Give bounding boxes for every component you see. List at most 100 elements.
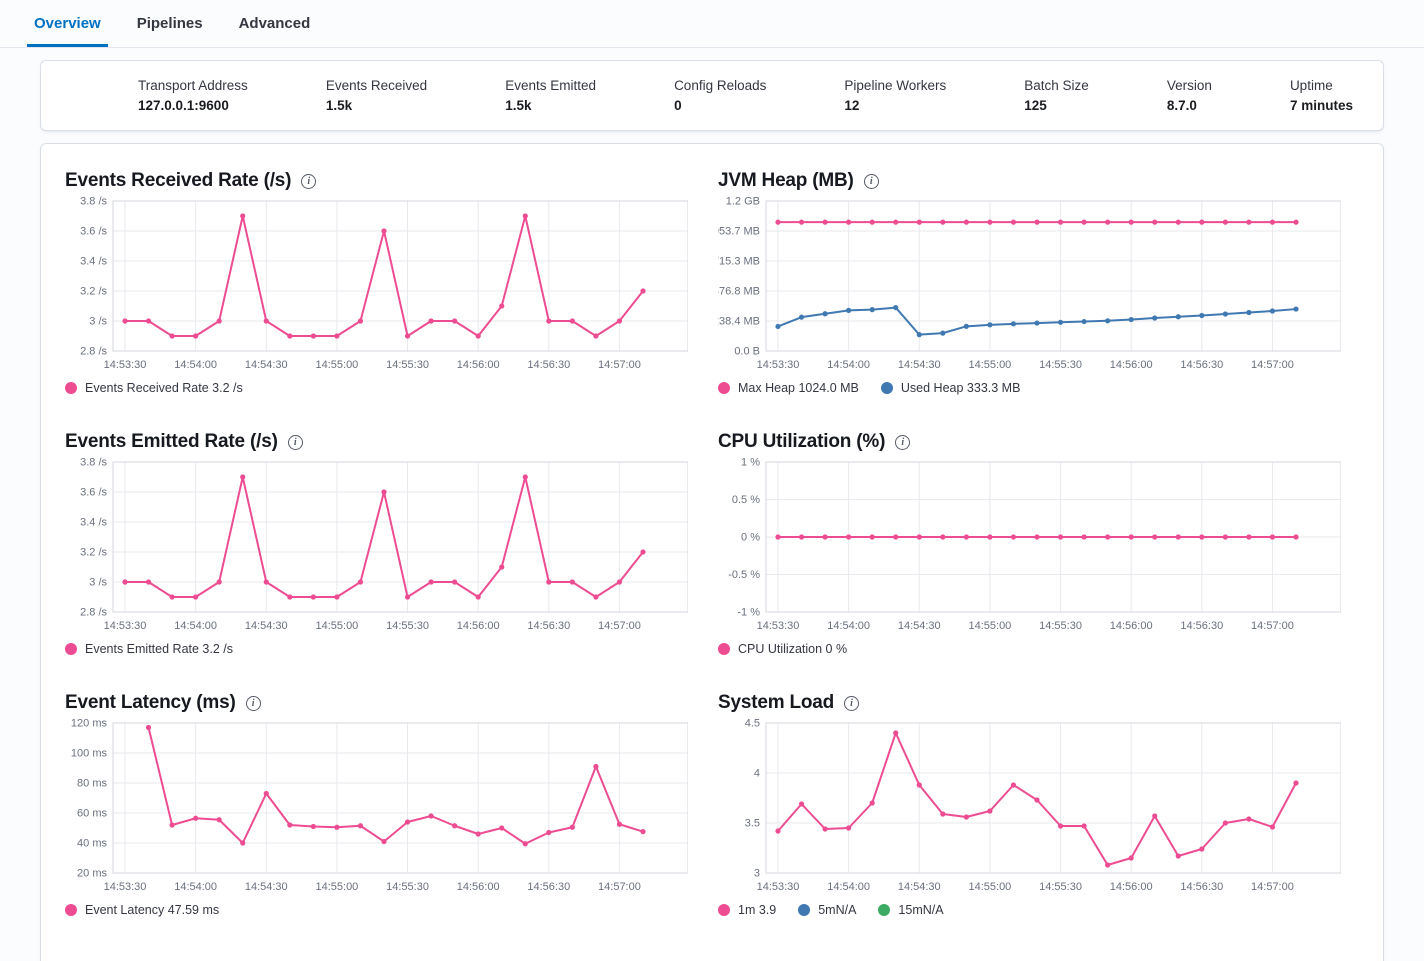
y-axis-tick-label: 3.8 /s [80, 457, 107, 469]
y-axis-tick-label: 3.5 [745, 818, 760, 830]
chart-section-events-received-rate: Events Received Rate (/s) i 2.8 /s 3 /s 3.2… [65, 170, 689, 395]
x-axis-tick-label: 14:57:00 [1251, 881, 1294, 893]
data-point [1293, 306, 1299, 312]
data-point [869, 534, 875, 540]
legend-item[interactable]: 5mN/A [798, 903, 856, 917]
legend-label: Event Latency 47.59 ms [85, 903, 220, 917]
x-axis-tick-label: 14:56:30 [527, 620, 570, 632]
tab-pipelines[interactable]: Pipelines [136, 15, 203, 32]
data-point [987, 219, 993, 225]
tab-overview[interactable]: Overview [27, 0, 108, 47]
data-point [1081, 318, 1087, 325]
x-axis-tick-label: 14:54:30 [245, 620, 288, 632]
chart-legend: CPU Utilization 0 % [718, 642, 1341, 656]
chart-title: Events Received Rate (/s) [65, 170, 292, 191]
legend-item[interactable]: Used Heap 333.3 MB [880, 381, 1020, 395]
data-point [381, 489, 387, 495]
data-point [428, 813, 434, 819]
y-axis-tick-label: 80 ms [77, 778, 107, 790]
data-point [846, 825, 852, 831]
chart-section-system-load: System Load i 3 3.5 4 4.5 14:53:30 14:54:00 14:… [718, 692, 1342, 917]
data-point [428, 579, 434, 585]
series-line-events-received-rate [124, 215, 644, 337]
data-point [593, 333, 599, 339]
data-point [522, 213, 528, 219]
x-axis-tick-label: 14:57:00 [1251, 359, 1294, 371]
x-axis-tick-label: 14:56:30 [527, 359, 570, 371]
legend-item[interactable]: Max Heap 1024.0 MB [718, 381, 859, 395]
line-chart-canvas[interactable]: 2.8 /s 3 /s 3.2 /s 3.4 /s 3.6 /s 3.8 /s 14:53:… [65, 196, 689, 374]
data-point [404, 819, 411, 825]
data-point [1199, 534, 1205, 540]
x-axis-tick-label: 14:55:30 [386, 359, 429, 371]
series-line-events-emitted-rate [124, 476, 644, 598]
data-point [1128, 855, 1134, 861]
legend-color-dot [798, 904, 811, 916]
x-axis-tick-label: 14:55:00 [968, 359, 1011, 371]
data-point [569, 824, 575, 830]
charts-grid: Events Received Rate (/s) i 2.8 /s 3 /s 3.2… [65, 170, 1343, 917]
x-axis-tick-label: 14:57:00 [598, 881, 641, 893]
data-point [1105, 219, 1111, 225]
line-chart-canvas[interactable]: 0.0 B 238.4 MB 476.8 MB 715.3 MB 953.7 MB 1.2… [713, 196, 1342, 374]
data-point [893, 219, 899, 225]
info-icon[interactable]: i [301, 173, 317, 189]
data-point [1199, 219, 1205, 225]
chart-title: JVM Heap (MB) [718, 170, 854, 191]
data-point [640, 549, 646, 555]
legend-item[interactable]: Events Received Rate 3.2 /s [65, 381, 243, 395]
legend-color-dot [880, 382, 893, 394]
data-point [1269, 219, 1276, 225]
chart-legend: Max Heap 1024.0 MB Used Heap 333.3 MB [718, 381, 1341, 395]
data-point [1081, 219, 1087, 225]
data-point [404, 594, 411, 600]
stat-value: 12 [844, 98, 860, 113]
x-axis-tick-label: 14:56:30 [527, 881, 570, 893]
data-point [1057, 319, 1064, 325]
data-point [546, 318, 552, 324]
stat-value: 1.5k [505, 98, 532, 113]
line-chart-canvas[interactable]: 2.8 /s 3 /s 3.2 /s 3.4 /s 3.6 /s 3.8 /s 14:53:… [65, 457, 689, 635]
x-axis-tick-label: 14:54:30 [898, 620, 941, 632]
legend-item[interactable]: 15mN/A [878, 903, 944, 917]
data-point [569, 579, 575, 585]
data-point [522, 841, 528, 847]
data-point [452, 579, 458, 585]
data-point [940, 811, 946, 817]
data-point [1222, 219, 1228, 225]
info-icon[interactable]: i [863, 173, 879, 189]
legend-item[interactable]: 1m 3.9 [718, 903, 776, 917]
data-point [1034, 320, 1040, 326]
data-point [452, 823, 458, 829]
data-point [334, 824, 340, 830]
legend-item[interactable]: CPU Utilization 0 % [718, 642, 847, 656]
data-point [822, 534, 828, 540]
x-axis-tick-label: 14:53:30 [757, 881, 800, 893]
data-point [987, 322, 993, 328]
y-axis-tick-label: 238.4 MB [718, 316, 760, 328]
y-axis-tick-label: 715.3 MB [718, 255, 760, 267]
y-axis-tick-label: 3.8 /s [80, 196, 107, 208]
data-point [1081, 823, 1087, 829]
data-point [916, 534, 922, 540]
line-chart-canvas[interactable]: 20 ms 40 ms 60 ms 80 ms 100 ms 120 ms 14:53:30… [65, 718, 689, 896]
data-point [169, 822, 175, 828]
info-icon[interactable]: i [844, 695, 860, 711]
data-point [499, 303, 505, 309]
line-chart-canvas[interactable]: -1 % -0.5 % 0 % 0.5 % 1 % 14:53:30 14:54:00 14:… [718, 457, 1342, 635]
data-point [893, 304, 899, 311]
y-axis-tick-label: 40 ms [77, 838, 107, 850]
legend-item[interactable]: Events Emitted Rate 3.2 /s [65, 642, 233, 656]
data-point [475, 594, 481, 600]
info-icon[interactable]: i [287, 434, 303, 450]
tab-advanced[interactable]: Advanced [238, 15, 311, 32]
info-icon[interactable]: i [245, 695, 261, 711]
x-axis-tick-label: 14:57:00 [598, 620, 641, 632]
stat-version: Version 8.7.0 [1167, 78, 1212, 113]
x-axis-tick-label: 14:57:00 [598, 359, 641, 371]
legend-item[interactable]: Event Latency 47.59 ms [65, 903, 219, 917]
line-chart-canvas[interactable]: 3 3.5 4 4.5 14:53:30 14:54:00 14:54:30 14:55:00… [718, 718, 1342, 896]
info-icon[interactable]: i [895, 434, 911, 450]
data-point [798, 801, 805, 807]
data-point [1057, 534, 1064, 540]
